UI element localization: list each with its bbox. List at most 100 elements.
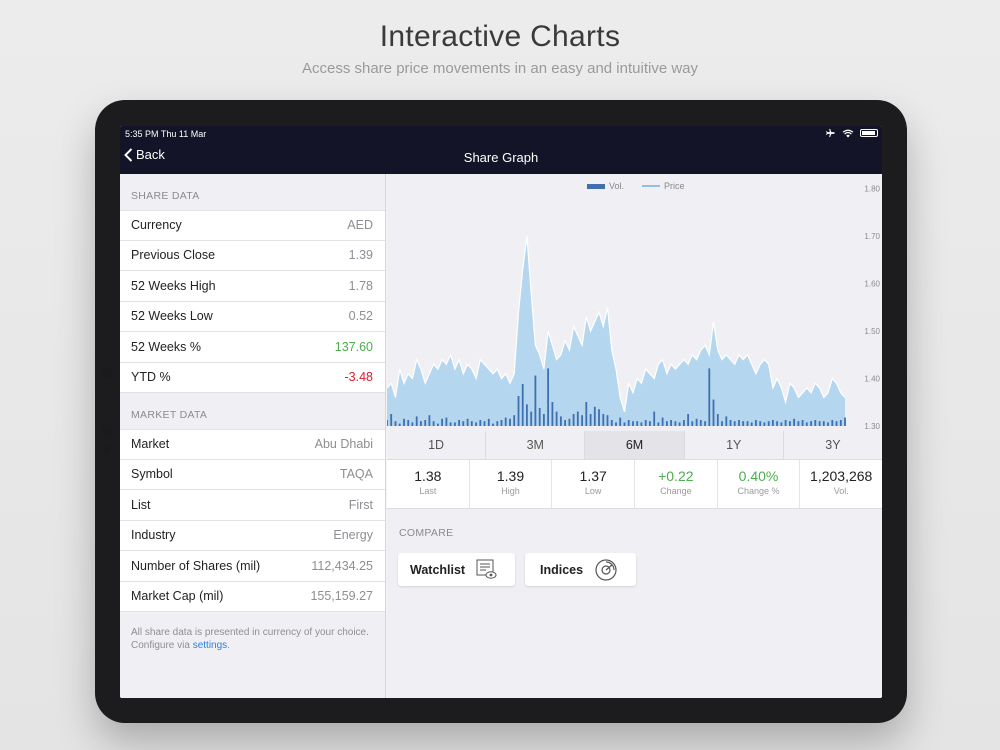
volume-bar [844,417,846,426]
volume-bar [755,420,757,426]
share-row-previous-close: Previous Close 1.39 [120,240,385,271]
price-swatch [642,185,661,187]
volume-bar [387,420,388,426]
share-row-ytd-percent: YTD % -3.48 [120,362,385,393]
stat-volume: 1,203,268 Vol. [800,460,882,508]
volume-bar [564,420,566,426]
y-tick-label: 1.30 [864,422,880,431]
range-tabs: 1D 3M 6M 1Y 3Y [387,431,882,460]
tab-6m[interactable]: 6M [585,431,685,459]
row-label: 52 Weeks Low [131,309,213,324]
volume-bar [487,418,490,426]
footnote-end: . [227,640,230,651]
volume-bar [801,420,804,426]
market-row-shares: Number of Shares (mil) 112,434.25 [120,551,385,582]
volume-bar [576,411,579,426]
volume-bar [729,420,732,426]
chart-panel: Vol. Price 1.80 1.70 1.60 1.50 1.40 1.30 1D 3… [387,174,882,698]
volume-bar [661,417,664,426]
tab-1y[interactable]: 1Y [685,431,784,459]
back-button[interactable]: Back [124,147,165,162]
watchlist-button[interactable]: Watchlist [398,553,515,586]
row-value: 1.39 [348,248,373,263]
stat-high: 1.39 High [470,460,553,508]
volume-bar [776,421,778,426]
volume-bar [538,408,541,426]
volume-bar [513,415,516,426]
tab-3y[interactable]: 3Y [825,438,841,452]
volume-bar [543,414,545,426]
row-value: 1.78 [348,278,373,293]
status-icons [825,128,878,138]
hero-subtitle: Access share price movements in an easy … [301,60,699,77]
market-row-symbol: Symbol TAQA [120,459,385,490]
status-time: 5:35 PM Thu 11 Mar [125,129,207,139]
back-label: Back [136,147,165,162]
row-label: YTD % [131,370,171,385]
stat-label: High [501,486,520,496]
legend-price-label: Price [664,181,685,191]
volume-bar [526,404,528,426]
stat-label: Change % [737,486,780,496]
page-title: Share Graph [463,150,539,165]
stat-value: 1.38 [414,468,442,484]
indices-button[interactable]: Indices [525,553,636,586]
volume-bar [674,421,677,426]
volume-bar [695,418,698,426]
volume-bar [598,409,600,426]
volume-bar [670,420,672,426]
volume-bar [784,420,787,426]
y-tick-label: 1.50 [864,327,880,336]
volume-bar [479,420,482,426]
volume-bar [551,402,554,426]
share-data-list: Currency AED Previous Close 1.39 52 Weeks … [120,210,385,393]
market-data-list: Market Abu Dhabi Symbol TAQA List First Ind… [120,429,385,612]
share-row-52w-low: 52 Weeks Low 0.52 [120,301,385,332]
volume-bar [454,422,456,426]
settings-link[interactable]: settings [192,640,228,651]
tab-1d[interactable]: 1D [387,431,487,459]
y-tick-label: 1.60 [864,280,880,289]
row-label: Market [131,437,170,452]
volume-bar [793,418,795,426]
stat-label: Change [660,486,692,496]
volume-bar [780,422,783,426]
volume-bar [432,421,435,426]
volume-bar [500,420,503,426]
stat-value: 1,203,268 [810,468,873,484]
stat-change: +0.22 Change [635,460,718,508]
tab-3m[interactable]: 3M [486,431,586,459]
stat-change-percent: 0.40% Change % [718,460,801,508]
share-row-currency: Currency AED [120,210,385,241]
volume-bar [470,421,473,426]
share-data-header: SHARE DATA [131,190,200,202]
row-value: TAQA [339,467,373,482]
camera-dot [102,368,112,378]
row-label: List [131,497,151,512]
volume-bar [572,414,575,426]
share-chart[interactable]: Vol. Price 1.80 1.70 1.60 1.50 1.40 1.30 [387,174,882,431]
stat-low: 1.37 Low [552,460,636,508]
volume-bar [458,420,460,426]
row-label: Number of Shares (mil) [131,558,261,573]
stat-label: Vol. [833,486,849,496]
volume-bar [449,422,452,426]
market-row-market-cap: Market Cap (mil) 155,159.27 [120,581,385,612]
row-value: 112,434.25 [311,558,373,573]
volume-bar [666,421,668,426]
volume-bar [716,414,719,426]
volume-bar [805,422,808,426]
volume-bar [420,421,422,426]
stat-label: Low [584,486,602,496]
watchlist-icon [476,559,497,579]
indices-label: Indices [540,562,584,577]
volume-bar [687,414,689,426]
volume-bar [657,422,660,426]
volume-bar [814,420,817,426]
legend-price: Price [642,181,685,191]
volume-bar [797,421,800,426]
stat-value: 0.40% [738,468,779,484]
volume-bar [691,421,694,426]
volume-bar [835,421,838,426]
volume-bar [678,422,681,426]
